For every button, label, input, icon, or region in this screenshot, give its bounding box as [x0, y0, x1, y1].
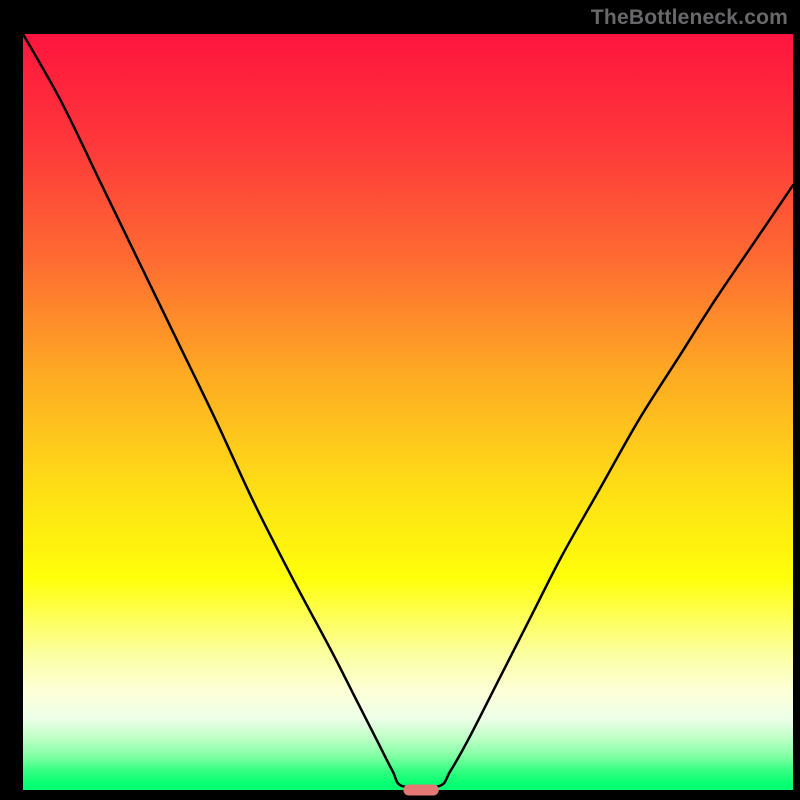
optimal-marker: [403, 785, 438, 796]
chart-svg: [0, 0, 800, 800]
bottleneck-chart: TheBottleneck.com: [0, 0, 800, 800]
watermark-label: TheBottleneck.com: [591, 6, 788, 30]
chart-background: [23, 34, 793, 790]
